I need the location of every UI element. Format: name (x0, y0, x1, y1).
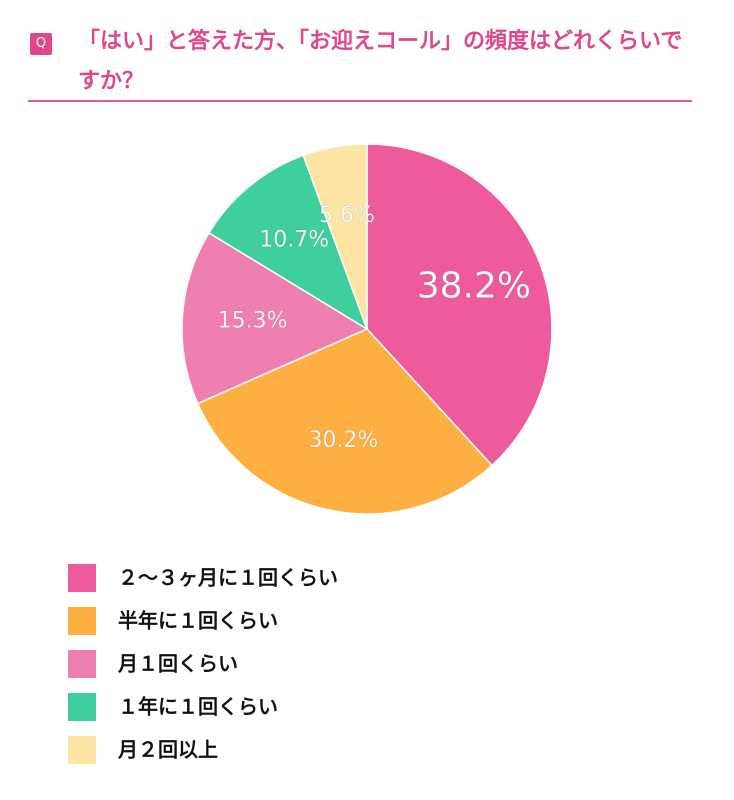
pie-slice (196, 328, 493, 515)
legend-label: 月２回以上 (117, 738, 218, 762)
data-label: 30.2% (308, 428, 378, 453)
pie-slice (207, 154, 369, 331)
legend-label: １年に１回くらい (118, 695, 278, 719)
legend-swatch (68, 564, 96, 592)
legend-label: 月１回くらい (117, 652, 238, 676)
data-label: 15.3% (218, 308, 288, 333)
legend-swatch (68, 607, 96, 635)
title-rule (28, 100, 692, 102)
legend-swatch (68, 736, 96, 764)
pie-slice (366, 143, 553, 467)
data-label: 5.6% (319, 203, 375, 228)
pie-slice (181, 231, 369, 405)
chart-title: 「はい」と答えた方、「お迎えコール」の頻度はどれくらいですか？ (78, 29, 683, 94)
legend-label: ２〜３ヶ月に１回くらい (118, 566, 338, 590)
pie-slice (302, 143, 368, 330)
data-label: 38.2% (417, 265, 531, 306)
legend-swatch (68, 650, 96, 678)
legend-label: 半年に１回くらい (118, 609, 278, 633)
question-badge: Q (30, 33, 52, 55)
data-label: 10.7% (259, 227, 329, 252)
legend-swatch (68, 693, 96, 721)
